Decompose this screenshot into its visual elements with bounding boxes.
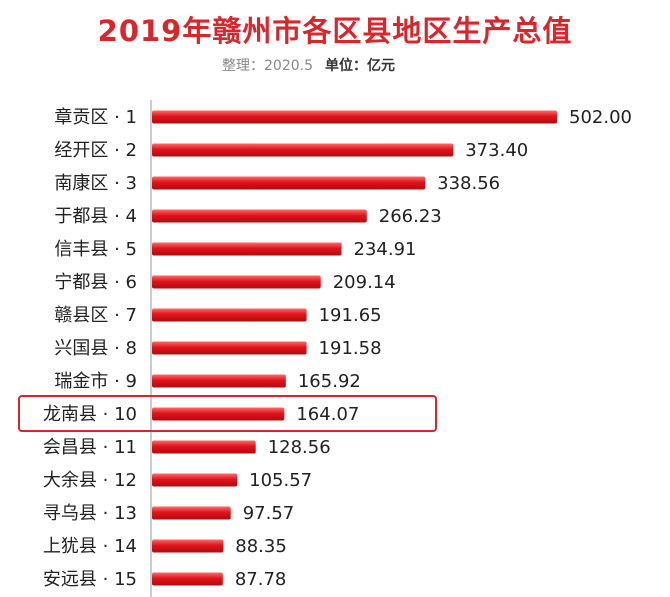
value-label: 266.23	[379, 206, 442, 227]
value-label: 338.56	[437, 173, 500, 194]
bar	[152, 341, 307, 355]
category-label: 宁都县 · 6	[54, 272, 137, 293]
bar-group: 章贡区 · 1 502.00 经开区 · 2 373.40 南康区 · 3 338.56 于…	[18, 107, 632, 590]
value-label: 128.56	[268, 437, 331, 458]
bar	[152, 473, 238, 487]
category-label: 赣县区 · 7	[54, 305, 137, 326]
unit-label: 单位：亿元	[325, 58, 395, 74]
chart-title: 2019年赣州市各区县地区生产总值	[97, 14, 573, 48]
value-label: 191.58	[319, 338, 382, 359]
category-label: 龙南县 · 10	[43, 404, 137, 425]
category-label: 信丰县 · 5	[54, 239, 137, 260]
bar	[152, 143, 454, 157]
date-note: 整理：2020.5	[222, 58, 313, 74]
bar	[152, 110, 557, 124]
value-label: 234.91	[354, 239, 417, 260]
category-label: 南康区 · 3	[54, 173, 137, 194]
category-label: 安远县 · 15	[43, 569, 137, 590]
category-label: 瑞金市 · 9	[54, 371, 137, 392]
bar	[152, 176, 426, 190]
bar	[152, 209, 367, 223]
highlight-box	[18, 395, 437, 432]
category-label: 寻乌县 · 13	[43, 503, 137, 524]
chart-subtitle: 整理：2020.5 单位：亿元	[222, 55, 395, 75]
category-label: 会昌县 · 11	[43, 437, 137, 458]
value-label: 88.35	[235, 536, 287, 557]
bar	[152, 440, 256, 454]
value-label: 191.65	[319, 305, 382, 326]
category-label: 章贡区 · 1	[54, 107, 137, 128]
bar	[152, 572, 223, 586]
value-label: 373.40	[465, 140, 528, 161]
bar	[152, 308, 307, 322]
value-label: 164.07	[296, 404, 359, 425]
value-label: 105.57	[249, 470, 312, 491]
bar	[152, 275, 321, 289]
value-label: 97.57	[243, 503, 295, 524]
category-label: 于都县 · 4	[54, 206, 137, 227]
bar	[152, 506, 231, 520]
bar	[152, 242, 342, 256]
bar	[152, 374, 286, 388]
value-label: 87.78	[235, 569, 287, 590]
category-label: 上犹县 · 14	[43, 536, 137, 557]
bar	[152, 539, 224, 553]
value-label: 502.00	[569, 107, 632, 128]
category-label: 兴国县 · 8	[54, 338, 137, 359]
value-label: 209.14	[333, 272, 396, 293]
category-label: 大余县 · 12	[43, 470, 137, 491]
value-label: 165.92	[298, 371, 361, 392]
bar	[152, 407, 285, 421]
category-label: 经开区 · 2	[54, 140, 137, 161]
